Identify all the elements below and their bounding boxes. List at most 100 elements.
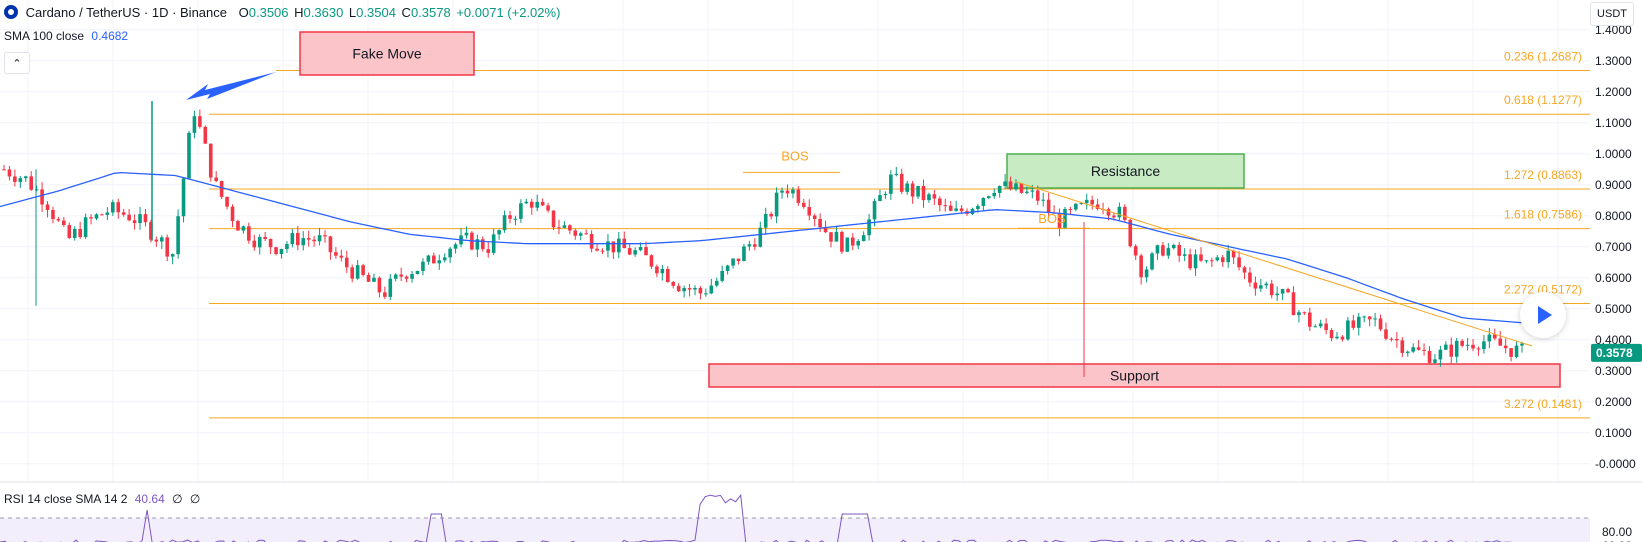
candle-body [589, 234, 594, 249]
bos-label: BOS [781, 148, 809, 163]
candle-body [638, 247, 643, 251]
candle-body [203, 126, 208, 144]
candle-body [1253, 282, 1258, 289]
candle-body [1308, 312, 1312, 327]
candle-body [1079, 203, 1084, 205]
candle-body [247, 226, 251, 241]
y-tick-label: 1.1000 [1595, 116, 1632, 130]
candle-body [230, 206, 235, 222]
candle-body [72, 228, 77, 238]
zones: Fake Move Resistance Support [299, 31, 1561, 388]
y-tick-label: 0.7000 [1595, 240, 1632, 254]
candle-body [731, 258, 735, 266]
currency-button[interactable]: USDT [1590, 2, 1634, 26]
rsi-legend[interactable]: RSI 14 close SMA 14 2 40.64 ∅ ∅ [0, 492, 200, 506]
candle-body [45, 204, 50, 210]
candle-body [426, 255, 431, 262]
y-tick-label: 0.3000 [1595, 364, 1632, 378]
candle-body [116, 202, 121, 213]
y-tick-label: 1.0000 [1595, 147, 1632, 161]
rsi-line [0, 493, 1513, 542]
sma-label: SMA 100 close [4, 29, 85, 43]
sma-legend[interactable]: SMA 100 close 0.4682 [0, 29, 128, 43]
candle-body [1411, 347, 1415, 352]
candle-body [464, 232, 469, 236]
candle-body [660, 268, 665, 274]
candle-body [600, 250, 605, 252]
price-axis: 1.4000 1.3000 1.2000 1.1000 1.0000 0.9000 0.80… [1591, 23, 1642, 471]
candle-body [611, 241, 616, 253]
candle-body [932, 194, 937, 199]
candle-body [257, 236, 262, 248]
candle-body [1373, 318, 1377, 320]
candle-body [138, 214, 142, 224]
candle-body [1041, 199, 1046, 201]
candle-body [867, 219, 871, 236]
candle-body [1210, 260, 1214, 262]
candle-body [252, 240, 257, 248]
candle-body [617, 238, 621, 253]
y-tick-label: 1.3000 [1595, 54, 1632, 68]
replay-button[interactable] [1520, 292, 1566, 338]
candle-body [1395, 338, 1399, 341]
candle-body [1030, 190, 1035, 192]
fake-move-box [299, 31, 475, 76]
candle-body [432, 255, 436, 264]
fake-move-box-label: Fake Move [352, 46, 421, 62]
candle-body [1454, 340, 1459, 357]
candle-body [1095, 204, 1100, 210]
candle-body [1259, 285, 1263, 289]
candle-body [214, 177, 218, 182]
resistance-zone [1006, 153, 1245, 189]
candle-body [1139, 255, 1143, 278]
y-tick-label: 0.9000 [1595, 178, 1632, 192]
candle-body [1204, 260, 1209, 262]
candle-body [540, 201, 545, 206]
trendline [1015, 181, 1533, 347]
candle-body [1269, 283, 1274, 296]
open-value: 0.3506 [248, 5, 289, 20]
candle-body [1438, 349, 1443, 360]
candle-body [725, 265, 730, 271]
candle-body [1133, 246, 1138, 256]
candle-body [682, 288, 686, 292]
bos-label: BOS [1038, 211, 1066, 226]
candle-body [334, 252, 338, 256]
candle-body [802, 202, 806, 207]
candle-body [388, 278, 393, 297]
candle-body [1237, 257, 1241, 268]
candle-body [1090, 199, 1094, 205]
candle-body [1068, 209, 1073, 211]
candle-body [823, 227, 828, 233]
y-tick-label: 0.5000 [1595, 302, 1632, 316]
candle-body [535, 201, 540, 208]
candle-body [894, 173, 899, 175]
candle-body [502, 215, 507, 231]
candle-body [529, 201, 534, 208]
candle-body [187, 132, 191, 179]
candle-body [644, 247, 648, 256]
candle-body [1465, 344, 1470, 346]
candle-body [910, 183, 915, 197]
candle-body [317, 235, 322, 242]
candle-body [1503, 345, 1508, 349]
candle-body [758, 227, 763, 247]
candle-body [1280, 289, 1285, 294]
symbol-title[interactable]: Cardano / TetherUS · 1D · Binance [25, 5, 227, 20]
candle-body [889, 174, 893, 194]
candle-body [1166, 248, 1171, 256]
candle-body [1003, 181, 1007, 187]
candle-body [1182, 254, 1187, 256]
candle-body [513, 218, 518, 220]
low-key: L [348, 5, 357, 20]
candle-body [328, 236, 333, 253]
candle-body [1177, 244, 1182, 256]
collapse-legend-button[interactable]: ⌃ [4, 52, 30, 74]
candle-body [399, 274, 403, 277]
low-value: 0.3504 [356, 5, 396, 20]
y-tick-label: 0.4000 [1595, 333, 1632, 347]
candle-body [845, 237, 850, 252]
candle-body [954, 208, 958, 211]
